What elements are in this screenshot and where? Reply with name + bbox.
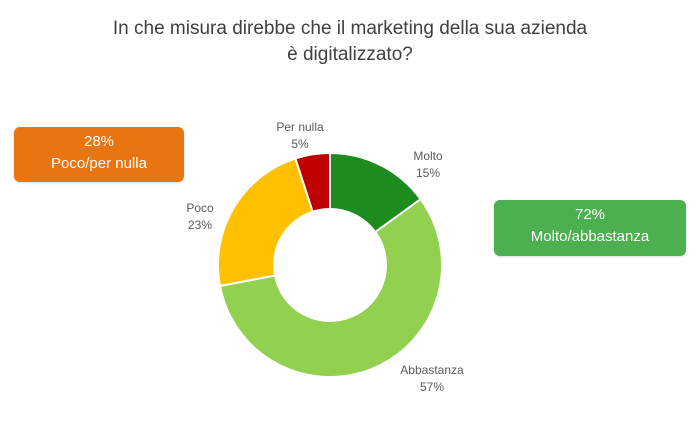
slice-label-per-nulla: Per nulla — [276, 120, 324, 134]
chart-title-line-2: è digitalizzato? — [287, 44, 413, 65]
summary-box-high-percent: 72% — [574, 206, 606, 223]
summary-box-high-label: Molto/abbastanza — [530, 228, 650, 245]
chart-title: In che misura direbbe che il marketing d… — [0, 16, 700, 68]
slice-label-poco: Poco — [186, 201, 214, 215]
donut-slice-poco — [217, 157, 314, 288]
slice-value-molto: 15% — [416, 166, 440, 180]
summary-box-low-percent: 28% — [83, 133, 115, 150]
slice-label-abbastanza: Abbastanza — [400, 363, 464, 377]
slice-value-poco: 23% — [188, 218, 212, 232]
slice-label-molto: Molto — [413, 149, 443, 163]
summary-box-high: 72% Molto/abbastanza — [494, 200, 686, 256]
chart-title-line-1: In che misura direbbe che il marketing d… — [112, 18, 588, 39]
summary-box-low-label: Poco/per nulla — [51, 155, 147, 172]
slice-value-abbastanza: 57% — [420, 380, 444, 394]
donut-slice-per-nulla — [294, 151, 331, 214]
donut-slice-abbastanza — [218, 197, 443, 378]
summary-box-low: 28% Poco/per nulla — [14, 127, 184, 182]
slice-value-per-nulla: 5% — [291, 137, 309, 151]
